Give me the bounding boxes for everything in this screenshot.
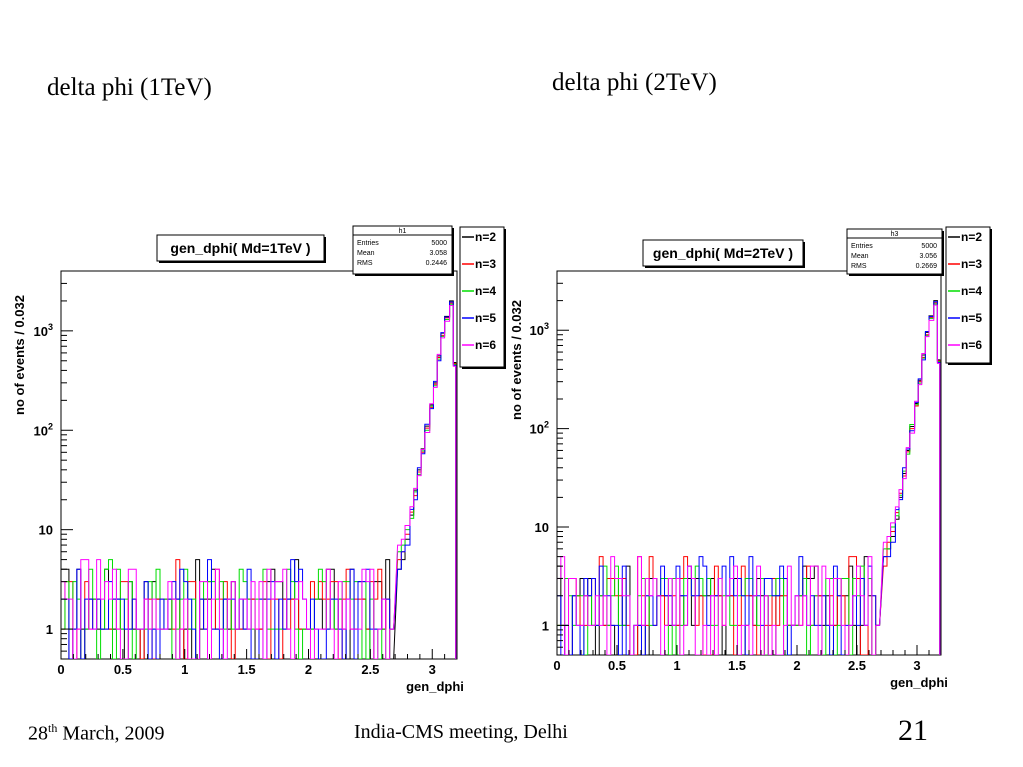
y-axis-label: no of events / 0.032 — [509, 300, 524, 420]
stats-value: 3.056 — [919, 253, 937, 260]
x-tick-label: 2.5 — [848, 658, 866, 673]
stats-key: RMS — [851, 263, 867, 270]
legend-label-n-2: n=2 — [961, 230, 982, 244]
histogram-2tev: 0 0.5 1 1.5 2 2.5 3 gen_dphi 1 10 102 103 no of even… — [0, 0, 1023, 767]
legend-label-n-3: n=3 — [961, 257, 982, 271]
x-tick-label: 0 — [553, 658, 560, 673]
footer-date: 28th March, 2009 — [28, 721, 165, 746]
footer-meeting: India-CMS meeting, Delhi — [354, 721, 568, 744]
footer-date-day: 28 — [28, 723, 48, 745]
x-tick-label: 1 — [673, 658, 680, 673]
page-number: 21 — [898, 714, 928, 748]
y-tick-label: 1 — [542, 618, 549, 633]
legend-label-n-5: n=5 — [961, 311, 982, 325]
stats-key: Mean — [851, 253, 869, 260]
chart-title: gen_dphi( Md=2TeV ) — [653, 245, 793, 261]
x-axis-label: gen_dphi — [890, 675, 948, 690]
legend-label-n-6: n=6 — [961, 338, 982, 352]
y-tick-label: 102 — [530, 420, 549, 437]
stats-value: 5000 — [921, 243, 937, 250]
stats-value: 0.2669 — [916, 263, 938, 270]
y-tick-label: 103 — [530, 321, 549, 338]
x-tick-label: 2 — [793, 658, 800, 673]
x-tick-label: 3 — [913, 658, 920, 673]
footer-date-sup: th — [48, 721, 57, 735]
y-tick-label: 10 — [535, 520, 549, 535]
footer-date-rest: March, 2009 — [57, 723, 164, 745]
legend-label-n-4: n=4 — [961, 284, 982, 298]
stats-key: Entries — [851, 243, 873, 250]
x-tick-label: 0.5 — [608, 658, 626, 673]
stats-name: h3 — [891, 231, 899, 238]
x-tick-label: 1.5 — [728, 658, 746, 673]
